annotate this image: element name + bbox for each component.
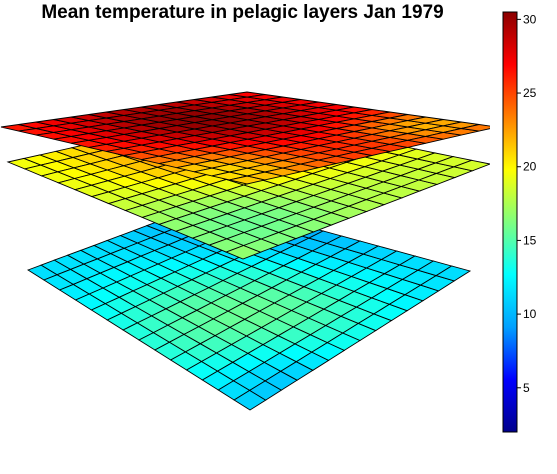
colorbar-gradient (502, 11, 518, 433)
layer-bottom (26, 200, 472, 411)
colorbar-tick-label: 25 (523, 86, 537, 100)
colorbar-ticks: 5 10 15 20 25 30 (517, 12, 537, 395)
colorbar-tick-label: 30 (523, 12, 537, 26)
layer-top (0, 91, 490, 185)
chart-title: Mean temperature in pelagic layers Jan 1… (41, 2, 444, 23)
colorbar: 5 10 15 20 25 30 (502, 11, 537, 433)
colorbar-tick-label: 15 (523, 233, 537, 247)
grid-cell (452, 159, 490, 172)
colorbar-tick-label: 10 (523, 307, 537, 321)
grid-cell (461, 124, 490, 132)
layer-plot (0, 91, 490, 411)
grid-cell (435, 265, 472, 282)
colorbar-tick-label: 20 (523, 160, 537, 174)
colorbar-tick-label: 5 (523, 381, 530, 395)
